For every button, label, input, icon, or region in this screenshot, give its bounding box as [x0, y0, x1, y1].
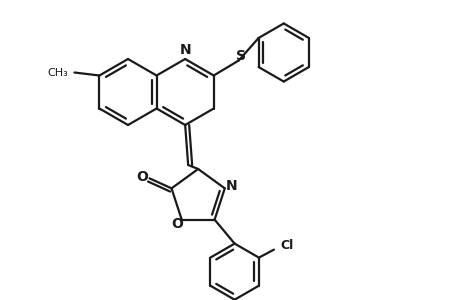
Text: O: O [136, 170, 148, 184]
Text: O: O [170, 217, 182, 231]
Text: CH₃: CH₃ [48, 68, 68, 77]
Text: Cl: Cl [280, 239, 293, 252]
Text: N: N [225, 179, 237, 193]
Text: S: S [235, 49, 245, 62]
Text: N: N [179, 43, 190, 57]
